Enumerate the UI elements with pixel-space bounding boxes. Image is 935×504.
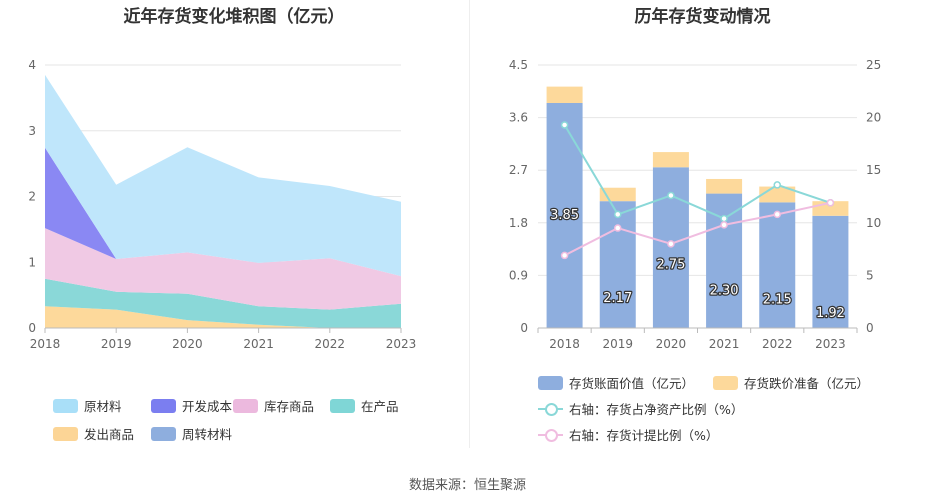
x-tick-label: 2019 (602, 337, 633, 351)
x-tick-label: 2020 (656, 337, 687, 351)
legend-label: 存货跌价准备（亿元） (744, 376, 870, 391)
y-right-tick-label: 10 (866, 216, 881, 230)
bar-impairment-reserve (652, 152, 689, 168)
x-tick-label: 2022 (762, 337, 793, 351)
bar-data-label: 2.17 (603, 291, 632, 306)
legend-swatch (53, 398, 78, 413)
line-point (560, 251, 569, 260)
bar-book-value (812, 215, 849, 328)
bar-data-label: 2.75 (656, 257, 685, 272)
y-left-tick-label: 2.7 (509, 163, 528, 177)
legend-label: 存货账面价值（亿元） (569, 376, 695, 391)
line-series-2 (564, 201, 831, 257)
line-point (560, 121, 569, 129)
x-tick-label: 2022 (315, 337, 346, 351)
line-point (720, 221, 728, 229)
bar-data-label: 2.15 (763, 292, 792, 307)
x-tick-label: 2021 (243, 337, 274, 351)
legend-swatch (233, 398, 258, 413)
stacked-area-chart: 0 1 2 3 4 2018 2019 2020 2021 2022 2023 (28, 58, 417, 351)
panel-divider (469, 0, 470, 448)
line-point (667, 240, 675, 248)
legend-item[interactable]: 周转材料 (151, 424, 232, 443)
y-tick-label: 3 (28, 124, 36, 138)
bar-book-value (546, 102, 583, 328)
y-left-tick-label: 3.6 (509, 111, 528, 125)
legend-line-swatch (538, 402, 563, 416)
x-tick-label: 2018 (30, 337, 61, 351)
legend-label: 周转材料 (182, 427, 233, 442)
legend-swatch (538, 375, 563, 390)
data-source-note: 数据来源：恒生聚源 (408, 478, 526, 493)
bar-chart-title: 历年存货变动情况 (634, 7, 771, 27)
line-point (773, 210, 781, 219)
area-chart-title: 近年存货变化堆积图（亿元） (123, 7, 345, 27)
area-原材料 (45, 74, 401, 277)
x-tick-label: 2023 (386, 337, 417, 351)
legend-item[interactable]: 存货跌价准备（亿元） (713, 373, 869, 392)
legend-item[interactable]: 在产品 (330, 396, 399, 415)
bar-chart-legend: 存货账面价值（亿元） 存货跌价准备（亿元） 右轴：存货占净资产比例（%） 右轴：存货计… (538, 373, 869, 444)
legend-label: 开发成本 (182, 399, 233, 414)
y-right-tick-label: 5 (866, 268, 874, 282)
legend-label: 右轴：存货计提比例（%） (569, 428, 719, 443)
legend-swatch (53, 426, 78, 441)
bar-data-label: 1.92 (816, 306, 845, 321)
legend-label: 原材料 (84, 399, 122, 414)
y-tick-label: 1 (28, 255, 36, 269)
bar-impairment-reserve (706, 178, 743, 194)
line-point (826, 199, 835, 207)
bar-impairment-reserve (546, 86, 583, 103)
bar-line-combo-chart: 0 0 0.9 5 1.8 10 2.7 15 3.6 20 4.5 25 2018 2019 2020 20… (509, 58, 881, 351)
legend-item[interactable]: 库存商品 (233, 396, 314, 415)
y-tick-label: 4 (28, 58, 36, 72)
y-right-tick-label: 0 (866, 321, 874, 335)
x-tick-label: 2018 (549, 337, 580, 351)
legend-label: 库存商品 (264, 399, 315, 414)
legend-label: 右轴：存货占净资产比例（%） (569, 402, 744, 417)
area-库存商品 (45, 228, 401, 310)
line-point (614, 210, 622, 219)
legend-swatch (151, 426, 176, 441)
legend-swatch (330, 398, 355, 413)
bar-data-label: 3.85 (550, 208, 579, 223)
legend-item[interactable]: 右轴：存货占净资产比例（%） (538, 399, 743, 418)
legend-item[interactable]: 发出商品 (53, 424, 134, 443)
area-发出商品 (45, 306, 401, 328)
y-right-tick-label: 15 (866, 163, 881, 177)
line-point (667, 191, 675, 200)
line-point (773, 181, 781, 189)
area-chart-legend: 原材料 开发成本 库存商品 在产品发出商品 周转材料 (0, 0, 470, 460)
legend-item[interactable]: 原材料 (53, 396, 122, 415)
area-在产品 (45, 278, 401, 328)
legend-swatch (713, 375, 738, 390)
legend-swatch (151, 398, 176, 413)
y-right-tick-label: 20 (866, 111, 881, 125)
legend-item[interactable]: 开发成本 (151, 396, 232, 415)
bar-data-label: 2.30 (710, 284, 739, 299)
legend-item[interactable]: 右轴：存货计提比例（%） (538, 425, 718, 444)
legend-label: 发出商品 (84, 427, 135, 442)
legend-item[interactable]: 存货账面价值（亿元） (538, 373, 694, 392)
x-tick-label: 2019 (101, 337, 132, 351)
line-series-1 (563, 124, 831, 220)
y-left-tick-label: 4.5 (509, 58, 528, 72)
legend-label: 在产品 (361, 399, 399, 414)
x-tick-label: 2023 (815, 337, 846, 351)
line-point (614, 224, 622, 232)
x-tick-label: 2021 (709, 337, 740, 351)
y-left-tick-label: 0 (520, 321, 528, 335)
y-left-tick-label: 1.8 (509, 216, 528, 230)
bar-book-value (599, 201, 636, 328)
y-right-tick-label: 25 (866, 58, 881, 72)
bar-book-value (759, 202, 796, 328)
y-left-tick-label: 0.9 (509, 268, 528, 282)
y-tick-label: 2 (28, 190, 36, 204)
legend-line-swatch (538, 428, 563, 442)
y-tick-label: 0 (28, 321, 36, 335)
x-tick-label: 2020 (172, 337, 203, 351)
